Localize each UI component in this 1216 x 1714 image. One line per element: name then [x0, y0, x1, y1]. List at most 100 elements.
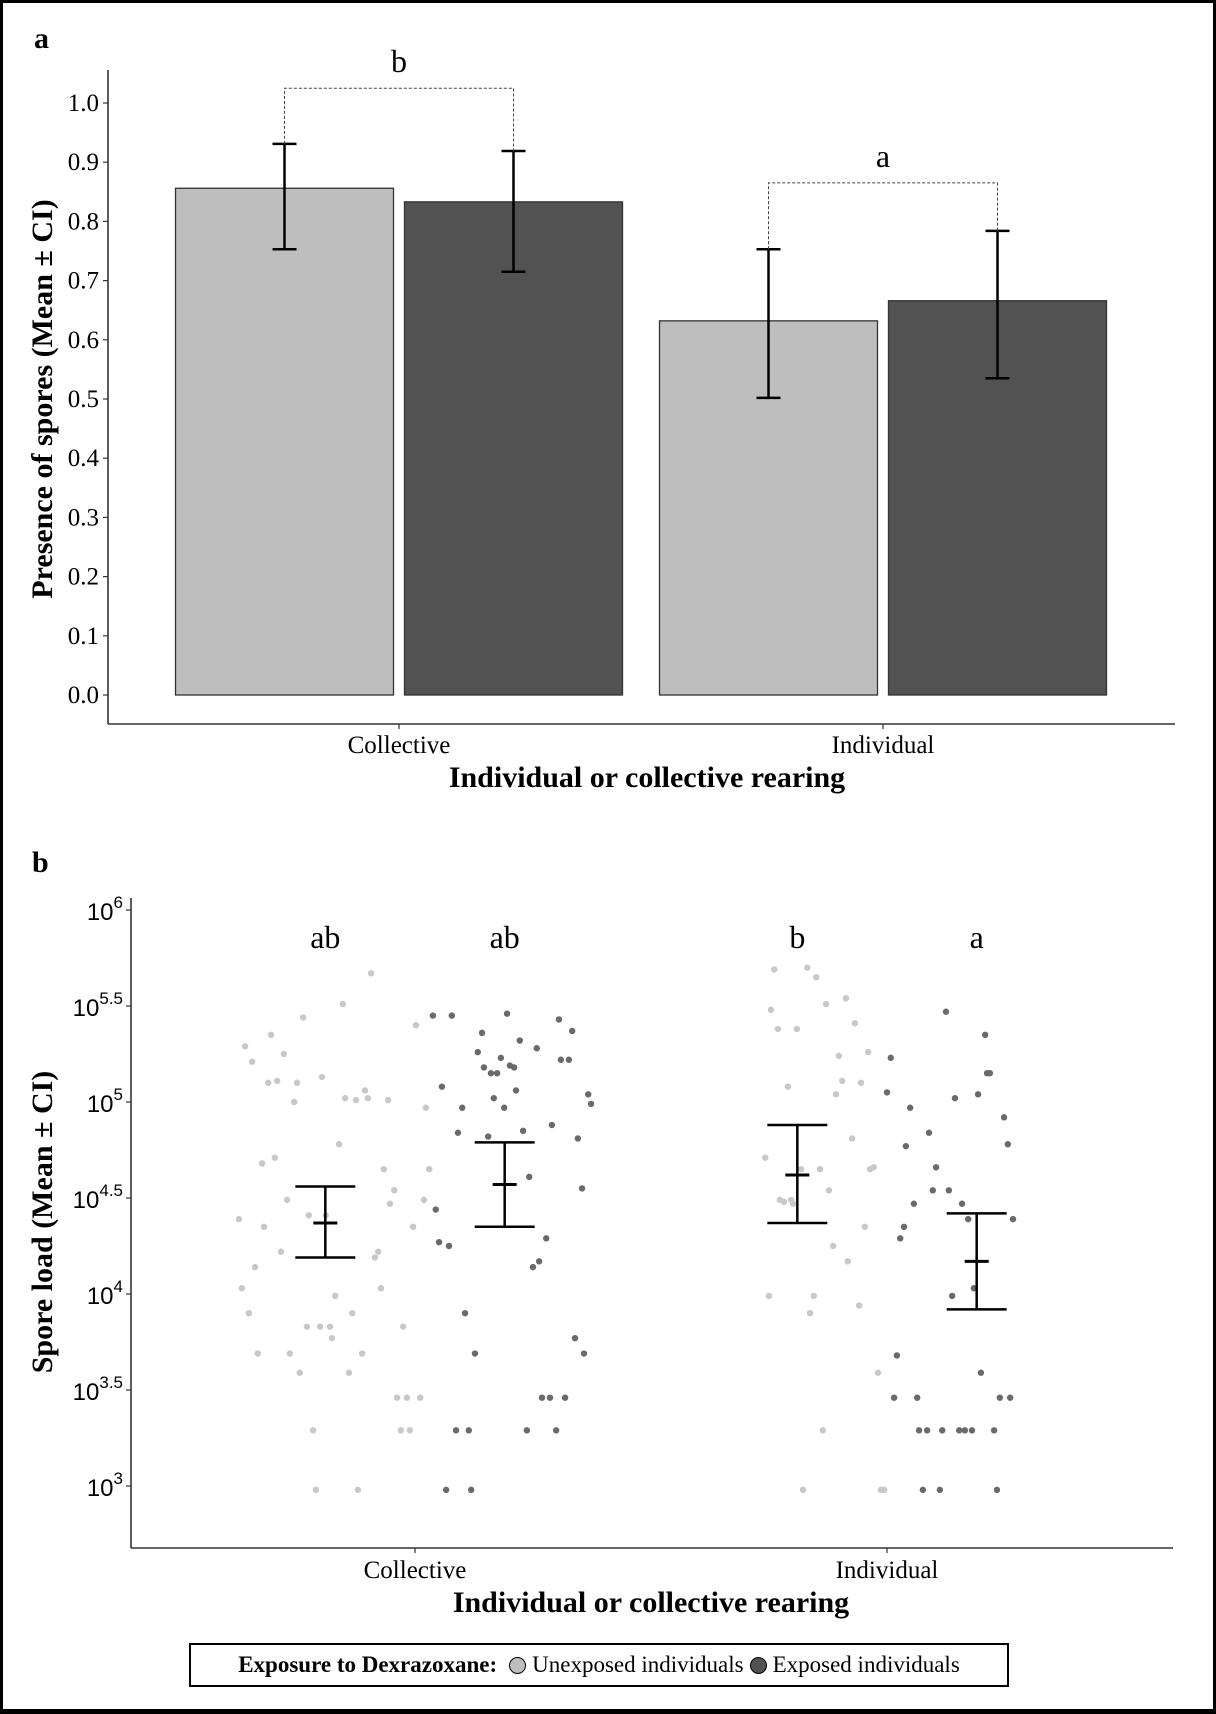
data-point-exposed	[435, 1238, 443, 1246]
data-point-exposed	[948, 1292, 956, 1300]
data-point-unexposed	[391, 1187, 398, 1194]
panel-a: a 0.0 0.1 0.2 0.3 0.4 0.5 0.6 0.7 0.8 0.9 1.0 Colle…	[26, 22, 1175, 794]
data-point-unexposed	[361, 1087, 369, 1094]
panel-a-x-tick-label: Collective	[348, 732, 451, 759]
data-point-exposed	[568, 1027, 576, 1035]
data-point-unexposed	[838, 1077, 846, 1085]
data-point-exposed	[538, 1394, 546, 1401]
data-point-exposed	[1004, 1141, 1012, 1148]
data-point-unexposed	[813, 974, 820, 981]
data-point-unexposed	[835, 1052, 843, 1060]
panel-a-y-tick-label: 1.0	[68, 90, 99, 117]
data-point-exposed	[519, 1127, 527, 1135]
data-point-unexposed	[870, 1164, 877, 1171]
panel-b-y-tick-label: 106	[87, 893, 123, 926]
data-point-unexposed	[318, 1073, 326, 1081]
data-point-unexposed	[367, 970, 375, 977]
data-point-exposed	[956, 1427, 963, 1434]
data-point-unexposed	[352, 1096, 360, 1104]
data-point-unexposed	[326, 1323, 334, 1330]
data-point-exposed	[580, 1350, 588, 1357]
data-point-exposed	[900, 1223, 908, 1231]
data-point-exposed	[487, 1070, 495, 1077]
data-point-exposed	[923, 1427, 931, 1434]
data-point-unexposed	[280, 1050, 287, 1058]
data-point-exposed	[465, 1427, 473, 1434]
data-point-exposed	[906, 1104, 914, 1111]
data-point-unexposed	[271, 1154, 279, 1161]
data-point-unexposed	[339, 1000, 346, 1008]
data-point-unexposed	[312, 1486, 320, 1494]
data-point-exposed	[478, 1029, 486, 1037]
data-point-exposed	[526, 1173, 533, 1181]
data-point-exposed	[986, 1070, 994, 1077]
data-point-exposed	[512, 1087, 520, 1094]
legend-item-unexposed: Unexposed individuals	[509, 1652, 744, 1678]
data-point-exposed	[974, 1091, 982, 1098]
data-point-exposed	[968, 1427, 976, 1434]
data-point-unexposed	[341, 1094, 349, 1102]
data-point-unexposed	[286, 1350, 294, 1357]
data-point-unexposed	[305, 1212, 312, 1219]
data-point-exposed	[939, 1427, 946, 1434]
data-point-unexposed	[377, 1285, 385, 1292]
data-point-unexposed	[380, 1166, 388, 1173]
data-point-unexposed	[822, 1000, 830, 1008]
data-point-unexposed	[258, 1160, 266, 1167]
group-letter: ab	[310, 919, 340, 955]
data-point-unexposed	[290, 1098, 298, 1106]
data-point-unexposed	[425, 1166, 433, 1173]
panel-b-error-bars	[295, 1123, 1007, 1311]
legend-swatch-exposed-icon	[749, 1656, 767, 1674]
panel-b-letters: ab ab b a	[310, 919, 984, 955]
data-point-exposed	[484, 1133, 492, 1140]
panel-a-y-tick-label: 0.8	[68, 208, 99, 235]
data-point-exposed	[438, 1083, 446, 1090]
data-point-exposed	[958, 1200, 966, 1207]
data-point-exposed	[890, 1394, 898, 1401]
data-point-unexposed	[857, 1079, 865, 1087]
data-point-unexposed	[403, 1394, 411, 1401]
data-point-unexposed	[816, 1166, 824, 1173]
data-point-unexposed	[293, 1079, 301, 1087]
data-point-unexposed	[265, 1079, 272, 1087]
data-point-unexposed	[861, 1223, 869, 1231]
data-point-exposed	[493, 1070, 501, 1077]
data-point-exposed	[548, 1121, 556, 1129]
significance-bracket	[284, 87, 514, 151]
panel-b-y-tick-label: 105	[87, 1085, 123, 1118]
data-point-unexposed	[874, 1369, 882, 1376]
legend-label-exposed: Exposed individuals	[772, 1652, 960, 1677]
data-point-unexposed	[793, 1025, 801, 1033]
legend: Exposure to Dexrazoxane: Unexposed indiv…	[189, 1643, 1009, 1687]
panel-a-y-axis-title: Presence of spores (Mean ± CI)	[26, 199, 59, 598]
panel-a-y-tick-label: 0.1	[68, 623, 99, 650]
data-point-exposed	[429, 1012, 437, 1019]
panel-b-y-tick-label: 103.5	[73, 1373, 123, 1406]
panel-a-axes: 0.0 0.1 0.2 0.3 0.4 0.5 0.6 0.7 0.8 0.9 1.0 Collect…	[68, 70, 1175, 759]
data-point-exposed	[887, 1054, 894, 1062]
bar-unexposed-collective	[174, 187, 395, 696]
data-point-unexposed	[797, 1166, 805, 1173]
data-point-exposed	[510, 1064, 518, 1071]
data-point-unexposed	[770, 966, 778, 973]
data-point-unexposed	[316, 1323, 324, 1330]
data-point-unexposed	[806, 1310, 814, 1317]
panel-b-x-axis-title: Individual or collective rearing	[453, 1586, 849, 1619]
data-point-unexposed	[400, 1323, 407, 1330]
data-point-exposed	[578, 1185, 586, 1192]
data-point-unexposed	[309, 1427, 317, 1434]
data-point-unexposed	[767, 1006, 775, 1014]
panel-a-y-tick-label: 0.4	[68, 445, 100, 472]
data-point-exposed	[546, 1394, 554, 1401]
data-point-unexposed	[848, 1135, 856, 1142]
data-point-exposed	[910, 1200, 918, 1207]
data-point-exposed	[915, 1427, 923, 1434]
data-point-exposed	[448, 1012, 456, 1019]
data-point-unexposed	[765, 1292, 773, 1300]
data-point-exposed	[964, 1215, 972, 1223]
legend-swatch-unexposed-icon	[509, 1656, 527, 1674]
data-point-unexposed	[345, 1369, 353, 1376]
data-point-exposed	[914, 1394, 921, 1401]
panel-a-y-tick-label: 0.3	[68, 504, 99, 531]
